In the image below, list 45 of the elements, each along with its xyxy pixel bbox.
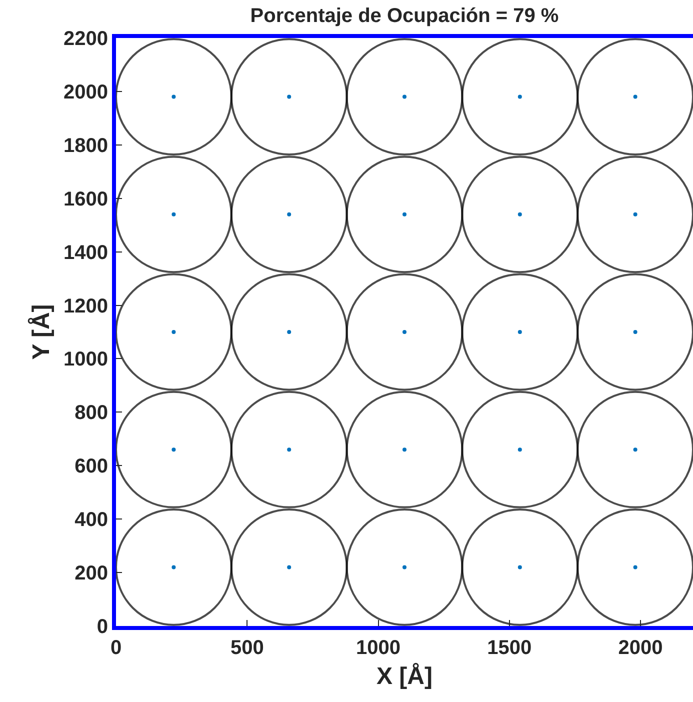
y-tick-label: 200 (74, 562, 108, 585)
point (518, 565, 522, 570)
x-tick-label: 1500 (487, 637, 532, 659)
point (287, 565, 292, 570)
point (633, 565, 638, 570)
point (287, 448, 292, 452)
point (518, 94, 522, 99)
point (402, 448, 406, 452)
point (287, 212, 292, 216)
y-tick-label: 1600 (64, 188, 108, 210)
y-tick-label: 0 (96, 616, 108, 638)
point (518, 212, 522, 216)
y-tick-label: 2000 (64, 81, 108, 104)
y-tick-label: 1000 (64, 348, 108, 371)
point (402, 330, 406, 334)
point (287, 94, 292, 99)
chart-title: Porcentaje de Ocupación = 79 % (250, 5, 559, 27)
y-tick-label: 800 (74, 402, 108, 424)
point (633, 212, 638, 216)
y-tick-label: 1200 (64, 295, 108, 318)
point (172, 212, 176, 216)
point (633, 330, 638, 334)
x-tick-label: 500 (230, 637, 264, 659)
y-axis-title: Y [Å] (27, 304, 56, 360)
point (518, 448, 522, 452)
x-tick-label: 2000 (618, 637, 663, 659)
point (402, 212, 406, 216)
point (172, 330, 176, 334)
point (518, 330, 522, 334)
point (633, 448, 638, 452)
x-tick-label: 1000 (356, 637, 401, 659)
point (402, 565, 406, 570)
x-tick-label: 0 (110, 637, 122, 659)
point (172, 448, 176, 452)
point (402, 94, 406, 99)
y-tick-label: 600 (74, 456, 108, 478)
y-tick-label: 2200 (64, 28, 108, 50)
point (633, 94, 638, 99)
y-tick-label: 1400 (64, 242, 108, 264)
point (172, 94, 176, 99)
point (287, 330, 292, 334)
point (172, 565, 176, 570)
x-axis-title: X [Å] (376, 662, 432, 690)
y-tick-label: 1800 (64, 134, 108, 157)
y-tick-label: 400 (74, 509, 108, 532)
